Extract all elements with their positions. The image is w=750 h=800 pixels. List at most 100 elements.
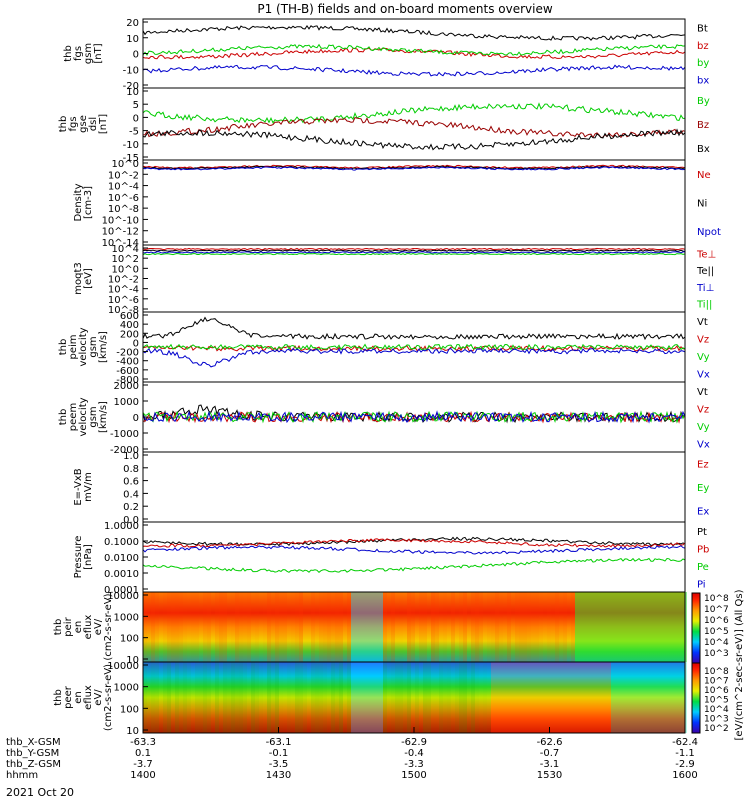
panel-4: Te⊥Te||Ti⊥Ti||10^410^210^010^-210^-410^-… xyxy=(73,244,716,316)
y-tick-label: -2000 xyxy=(110,445,139,456)
panel-frame xyxy=(142,159,686,246)
legend-label: by xyxy=(697,58,709,69)
spectrogram-column xyxy=(615,592,619,662)
ephemeris-value: -62.9 xyxy=(401,737,427,748)
spectrogram-column xyxy=(619,662,623,733)
spectrogram-column xyxy=(191,662,195,733)
spectrogram-column xyxy=(447,662,451,733)
panel-1: Bt bz by bx 20 10 0 -10 -20 thbfgsgsm[nT] xyxy=(63,18,709,92)
spectrogram-column xyxy=(499,592,503,662)
spectrogram-column xyxy=(387,592,391,662)
spectrogram-column xyxy=(295,662,299,733)
spectrogram-column xyxy=(451,662,455,733)
spectrogram-column xyxy=(415,592,419,662)
spectrogram-column xyxy=(331,662,335,733)
spectrogram-column xyxy=(307,592,311,662)
legend-label: Vt xyxy=(697,317,708,328)
y-tick-label: -5 xyxy=(129,127,139,138)
spectrogram-column xyxy=(675,592,679,662)
legend-label: Npot xyxy=(697,227,721,238)
colorbar-tick-label: 10^3 xyxy=(704,715,729,725)
spectrogram-column xyxy=(571,662,575,733)
spectrogram-column xyxy=(643,662,647,733)
spectrogram-column xyxy=(435,662,439,733)
spectrogram-column xyxy=(223,592,227,662)
spectrogram-column xyxy=(327,662,331,733)
y-axis-label: moqt3[eV] xyxy=(73,262,94,295)
spectrogram-column xyxy=(451,592,455,662)
spectrogram-column xyxy=(351,592,355,662)
y-tick-label: -10 xyxy=(123,65,139,76)
y-tick-label: 0.0 xyxy=(123,515,139,526)
spectrogram-column xyxy=(251,592,255,662)
spectrogram-column xyxy=(647,592,651,662)
panel-8: Pt Pb Pe Pi 1.0000 0.1000 0.0100 0.0010 0.0001 Pr… xyxy=(73,521,709,596)
series-bz-line xyxy=(142,117,686,139)
spectrogram-column xyxy=(459,592,463,662)
y-tick-label: -20 xyxy=(123,81,139,92)
spectrogram-column xyxy=(403,662,407,733)
spectrogram-column xyxy=(379,662,383,733)
spectrogram-column xyxy=(411,662,415,733)
spectrogram-column xyxy=(439,662,443,733)
spectrogram-column xyxy=(547,662,551,733)
spectrogram-column xyxy=(147,662,151,733)
spectrogram-column xyxy=(299,662,303,733)
spectrogram-column xyxy=(435,592,439,662)
spectrogram-column xyxy=(531,662,535,733)
legend-label: Vx xyxy=(697,439,710,450)
y-tick-label: 10^-2 xyxy=(108,275,139,286)
spectrogram-column xyxy=(459,662,463,733)
series-vx-line xyxy=(142,410,686,424)
series-by-line xyxy=(142,43,686,57)
spectrogram-column xyxy=(531,592,535,662)
y-tick-label: 10^-6 xyxy=(108,193,139,204)
spectrogram-column xyxy=(371,592,375,662)
legend-label: Ey xyxy=(697,483,709,494)
spectrogram-column xyxy=(219,592,223,662)
spectrogram-column xyxy=(535,592,539,662)
spectrogram-column xyxy=(607,592,611,662)
spectrogram-column xyxy=(579,662,583,733)
legend-label: Ti|| xyxy=(696,300,712,311)
spectrogram-column xyxy=(427,592,431,662)
spectrogram-column xyxy=(167,662,171,733)
spectrogram-column xyxy=(575,592,579,662)
colorbar-tick-label: 10^4 xyxy=(704,638,729,648)
colorbar-tick-label: 10^6 xyxy=(704,686,729,696)
spectrogram-column xyxy=(391,592,395,662)
spectrogram-column xyxy=(255,592,259,662)
spectrogram-column xyxy=(367,592,371,662)
spectrogram-column xyxy=(355,662,359,733)
spectrogram-column xyxy=(523,662,527,733)
spectrogram-column xyxy=(315,592,319,662)
spectrogram-column xyxy=(611,662,615,733)
spectrogram-column xyxy=(559,662,563,733)
legend-label: bx xyxy=(697,75,709,86)
spectrogram-column xyxy=(327,592,331,662)
spectrogram-column xyxy=(183,662,187,733)
y-tick-label: 10^-8 xyxy=(108,305,139,316)
spectrogram-column xyxy=(359,592,363,662)
spectrogram-column xyxy=(411,592,415,662)
spectrogram-column xyxy=(503,592,507,662)
legend-label: Vx xyxy=(697,369,710,380)
series-vt-line xyxy=(142,316,686,341)
panel-frame xyxy=(142,244,686,313)
panel-frame xyxy=(142,451,686,523)
spectrogram-column xyxy=(247,662,251,733)
spectrogram-column xyxy=(207,662,211,733)
spectrogram-column xyxy=(247,592,251,662)
legend-label: Vt xyxy=(697,387,708,398)
y-tick-label: 5 xyxy=(133,100,139,111)
y-tick-label: 0.4 xyxy=(123,489,139,500)
spectrogram-column xyxy=(431,662,435,733)
series-te-line xyxy=(142,247,686,251)
y-tick-label: 2000 xyxy=(114,381,139,392)
y-axis-label: thbfgsgsm[nT] xyxy=(63,43,104,64)
y-axis-label: thbfgsgsedsl[nT] xyxy=(58,114,109,134)
spectrogram-column xyxy=(319,662,323,733)
spectrogram-column xyxy=(203,592,207,662)
spectrogram-column xyxy=(551,592,555,662)
spectrogram-column xyxy=(267,592,271,662)
